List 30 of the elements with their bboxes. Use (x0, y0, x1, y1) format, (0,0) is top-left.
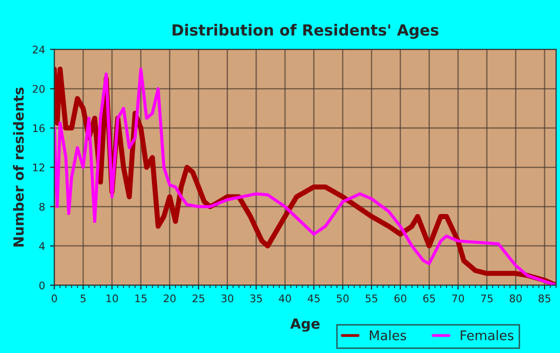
x-tick-label: 15 (135, 294, 147, 302)
legend-label: Males (370, 330, 406, 340)
x-tick-label: 30 (222, 294, 234, 302)
x-tick-label: 35 (250, 294, 262, 302)
y-tick-label: 16 (33, 124, 45, 132)
y-tick-label: 12 (33, 164, 44, 172)
x-tick-label: 25 (192, 294, 204, 302)
y-tick-label: 4 (39, 242, 45, 250)
x-tick-label: 60 (394, 294, 406, 302)
x-tick-label: 40 (278, 294, 291, 302)
x-tick-label: 10 (106, 294, 118, 302)
x-tick-label: 80 (510, 294, 522, 302)
x-tick-label: 0 (52, 294, 57, 302)
x-tick-label: 20 (164, 294, 176, 302)
y-tick-label: 24 (32, 46, 45, 54)
y-tick-label: 8 (39, 202, 45, 211)
legend-label: Females (460, 330, 514, 340)
y-tick-label: 0 (39, 281, 45, 290)
chart-title: Distribution of Residents' Ages (172, 24, 438, 39)
x-axis-title: Age (290, 318, 320, 332)
x-tick-label: 75 (481, 294, 493, 302)
y-axis-title: Number of residents (13, 88, 24, 246)
y-tick-label: 20 (32, 84, 45, 93)
x-tick-label: 55 (366, 294, 378, 302)
x-tick-label: 85 (538, 294, 550, 302)
x-tick-label: 5 (80, 294, 86, 302)
x-tick-label: 70 (452, 294, 464, 302)
x-tick-label: 45 (308, 294, 320, 302)
x-tick-label: 50 (336, 294, 349, 302)
x-tick-label: 65 (423, 294, 435, 302)
